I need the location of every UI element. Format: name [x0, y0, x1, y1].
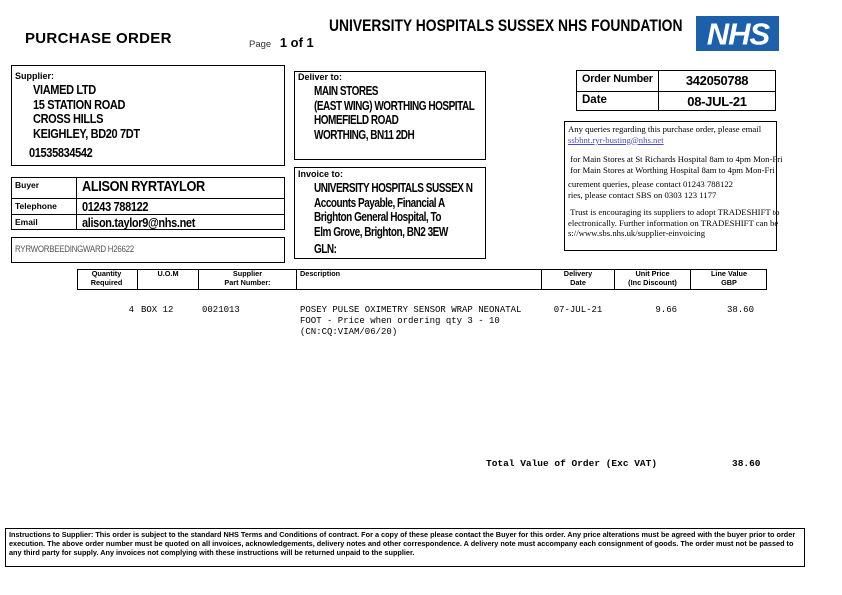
svg-text:NHS: NHS: [707, 17, 771, 52]
